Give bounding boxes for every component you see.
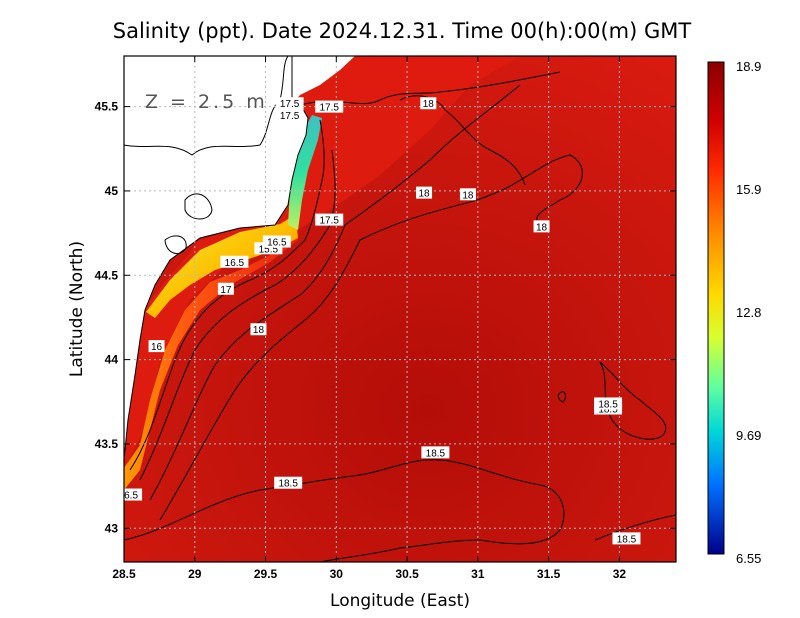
colorbar-label: 15.9	[736, 182, 761, 197]
contour-label-box	[421, 446, 450, 459]
contour-label: 17.5	[319, 216, 339, 227]
contour-16-5	[139, 149, 336, 481]
contour-label: 17.5	[280, 99, 300, 110]
contour-label-box	[275, 109, 304, 122]
x-tick-label: 28.5	[112, 567, 136, 581]
x-tick-label: 32	[613, 567, 627, 581]
colorbar-label: 9.69	[736, 428, 761, 443]
x-tick-label: 29.5	[254, 567, 278, 581]
contour-label-box	[315, 213, 344, 226]
contour-label-box	[416, 186, 433, 199]
colorbar-label: 12.8	[736, 305, 761, 320]
contour-label: 16.5	[267, 238, 287, 249]
depth-label: Z = 2.5 m	[145, 91, 268, 113]
lagoon-outline	[164, 235, 187, 255]
contour-label: 15.5	[259, 244, 279, 255]
contour-label: 18	[536, 222, 548, 233]
x-tick-label: 31.5	[537, 567, 561, 581]
contour-label-box	[533, 220, 550, 233]
contour-label: 16	[151, 342, 163, 353]
contour-label: 16.5	[225, 258, 245, 269]
contour-label-box	[420, 97, 437, 110]
x-tick-label: 29	[188, 567, 202, 581]
land-area	[124, 56, 308, 460]
y-tick-label: 43	[105, 521, 119, 535]
x-tick-label: 30.5	[395, 567, 419, 581]
contour-label: 18.5	[278, 479, 298, 490]
colorbar	[707, 61, 725, 555]
y-tick-label: 44	[105, 353, 119, 367]
contour-label: 18.5	[617, 534, 637, 545]
contour-18-5-se	[594, 514, 676, 541]
contour-small-eddy	[557, 391, 567, 403]
contour-label-box	[594, 397, 623, 410]
contour-label-box	[612, 532, 641, 545]
x-axis-ticks: 28.5 29 29.5 30 30.5 31 31.5 32	[112, 56, 626, 581]
contour-label: 17.5	[319, 103, 339, 114]
contour-label-box	[274, 476, 303, 489]
contour-label-box	[124, 488, 143, 501]
contour-label-box	[262, 235, 291, 248]
grid-lines	[124, 56, 676, 562]
coastline-inland	[124, 56, 289, 156]
contour-label: 18.5	[598, 399, 618, 410]
contour-label: 18	[418, 189, 430, 200]
contour-label-box	[315, 100, 344, 113]
contour-label-box	[217, 282, 234, 295]
contour-label-box	[148, 340, 165, 353]
y-tick-label: 45.5	[95, 100, 119, 114]
contour-label: 6.5	[124, 491, 138, 502]
contour-label-box	[250, 323, 267, 336]
colorbar-label: 6.55	[736, 551, 761, 566]
chart-title: Salinity (ppt). Date 2024.12.31. Time 00…	[113, 19, 692, 43]
x-axis-label: Longitude (East)	[330, 591, 470, 611]
x-tick-label: 31	[471, 567, 485, 581]
y-tick-label: 43.5	[95, 437, 119, 451]
contour-label: 18.5	[598, 405, 618, 416]
coastal-orange-strip	[124, 200, 300, 490]
contour-17	[149, 84, 521, 501]
lake-outline	[184, 193, 213, 220]
y-axis-label: Latitude (North)	[67, 241, 87, 377]
coastline	[124, 56, 309, 461]
colorbar-label: 18.9	[736, 59, 761, 74]
contour-16	[129, 119, 325, 471]
contour-label: 17	[220, 285, 232, 296]
contour-17-5-north	[299, 71, 561, 106]
contour-18-5-south	[124, 459, 565, 562]
colorbar-ticks: 18.9 15.9 12.8 9.69 6.55	[736, 59, 761, 566]
delta-freshwater-zone	[288, 115, 322, 230]
y-axis-ticks: 43 43.5 44 44.5 45 45.5	[95, 100, 676, 535]
y-tick-label: 45	[105, 184, 119, 198]
contour-label: 18.5	[426, 448, 446, 459]
y-tick-label: 44.5	[95, 268, 119, 282]
contour-label-box	[220, 255, 249, 268]
x-tick-label: 30	[330, 567, 344, 581]
plot-frame	[123, 55, 677, 563]
contour-label: 17.5	[280, 111, 300, 122]
land-area-north	[292, 56, 355, 104]
contour-label-box	[275, 97, 304, 110]
contour-label: 18	[253, 325, 265, 336]
contour-label-box	[459, 188, 476, 201]
contour-label: 18	[423, 99, 435, 110]
contour-label: 18	[462, 190, 474, 201]
contour-18	[159, 154, 583, 521]
